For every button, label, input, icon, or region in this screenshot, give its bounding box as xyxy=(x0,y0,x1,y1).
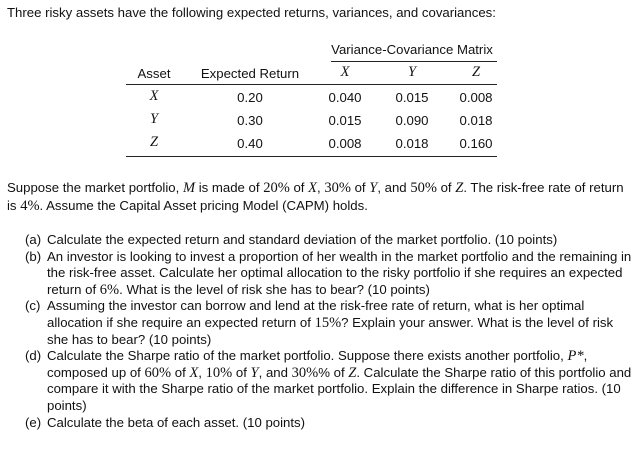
row-x-cov-z: 0.008 xyxy=(459,90,493,105)
question-c: (c) Assuming the investor can borrow and… xyxy=(25,298,637,348)
question-label: (e) xyxy=(25,414,42,430)
col-header-y: Y xyxy=(407,64,417,80)
question-text: . What is the level of risk she has to b… xyxy=(119,281,430,297)
row-x-expected-return: 0.20 xyxy=(237,90,263,105)
question-text: , composed up of xyxy=(47,348,588,380)
question-var-z: Z xyxy=(348,364,357,381)
para-text: of xyxy=(350,180,370,195)
row-z-cov-z: 0.160 xyxy=(459,136,493,151)
row-z-expected-return: 0.40 xyxy=(237,136,263,151)
row-y-cov-y: 0.090 xyxy=(395,113,429,128)
row-x-asset: X xyxy=(149,88,159,104)
col-header-expected-return: Expected Return xyxy=(200,66,300,81)
question-text: , and xyxy=(258,364,292,380)
question-list: (a) Calculate the expected return and st… xyxy=(25,232,637,431)
row-y-asset: Y xyxy=(149,111,159,127)
header-rule xyxy=(126,84,497,85)
question-text: % of xyxy=(318,364,349,380)
question-text: An investor is looking to invest a propo… xyxy=(47,248,632,297)
para-weight-y: 30% xyxy=(324,180,351,196)
question-text: of xyxy=(232,364,251,380)
market-portfolio-paragraph: Suppose the market portfolio, M is made … xyxy=(7,179,635,215)
question-label: (d) xyxy=(25,348,42,364)
row-y-cov-z: 0.018 xyxy=(459,113,493,128)
para-risk-free-rate: 4% xyxy=(20,198,40,215)
para-text: . Assume the Capital Asset pricing Model… xyxy=(39,198,368,214)
question-var-p: P* xyxy=(567,348,584,365)
matrix-title: Variance-Covariance Matrix xyxy=(331,42,493,57)
question-var-y: Y xyxy=(250,364,259,381)
para-text: Suppose the market portfolio, xyxy=(7,180,183,195)
col-header-z: Z xyxy=(471,64,481,80)
question-value: 30% xyxy=(291,364,319,381)
row-z-asset: Z xyxy=(149,134,159,150)
row-z-cov-y: 0.018 xyxy=(395,136,429,151)
question-value: 10% xyxy=(205,364,233,381)
question-text: Assuming the investor can borrow and len… xyxy=(47,298,585,330)
para-text: is made of xyxy=(195,180,264,195)
question-text: . Calculate the Sharpe ratio of this por… xyxy=(47,364,632,413)
question-text: of xyxy=(171,364,190,380)
col-header-x: X xyxy=(340,64,350,80)
row-x-cov-x: 0.040 xyxy=(328,90,362,105)
para-var-x: X xyxy=(308,180,317,196)
para-text: of xyxy=(289,180,309,195)
question-label: (c) xyxy=(25,298,41,314)
intro-text: Three risky assets have the following ex… xyxy=(7,5,496,20)
question-text: ? Explain your answer. What is the level… xyxy=(47,314,614,347)
para-weight-x: 20% xyxy=(263,180,290,196)
para-text: , and xyxy=(377,180,411,195)
question-a: (a) Calculate the expected return and st… xyxy=(25,232,637,249)
row-y-cov-x: 0.015 xyxy=(328,113,362,128)
question-text: , xyxy=(198,364,206,380)
bottom-rule xyxy=(126,156,497,157)
para-weight-z: 50% xyxy=(410,180,437,196)
para-text: of xyxy=(436,180,456,195)
matrix-title-rule xyxy=(331,61,497,62)
para-text: , xyxy=(316,180,325,195)
question-label: (b) xyxy=(25,248,42,264)
question-text: Calculate the Sharpe ratio of the market… xyxy=(47,348,568,364)
question-b: (b) An investor is looking to invest a p… xyxy=(25,249,637,299)
para-var-m: M xyxy=(182,180,196,196)
question-var-x: X xyxy=(189,364,199,381)
row-y-expected-return: 0.30 xyxy=(237,113,263,128)
question-value: 15% xyxy=(314,314,342,331)
para-text: . The risk-free rate of return is xyxy=(7,180,624,214)
para-var-z: Z xyxy=(455,180,464,196)
row-z-cov-x: 0.008 xyxy=(328,136,362,151)
question-text: Calculate the expected return and standa… xyxy=(47,232,558,247)
row-x-cov-y: 0.015 xyxy=(395,90,429,105)
question-e: (e) Calculate the beta of each asset. (1… xyxy=(25,415,637,432)
question-value: 60% xyxy=(144,364,172,381)
question-text: Calculate the beta of each asset. (10 po… xyxy=(47,414,306,430)
question-d: (d) Calculate the Sharpe ratio of the ma… xyxy=(25,348,637,414)
col-header-asset: Asset xyxy=(137,66,171,81)
para-var-y: Y xyxy=(369,180,378,196)
question-value: 6% xyxy=(99,281,120,298)
question-label: (a) xyxy=(25,232,42,247)
